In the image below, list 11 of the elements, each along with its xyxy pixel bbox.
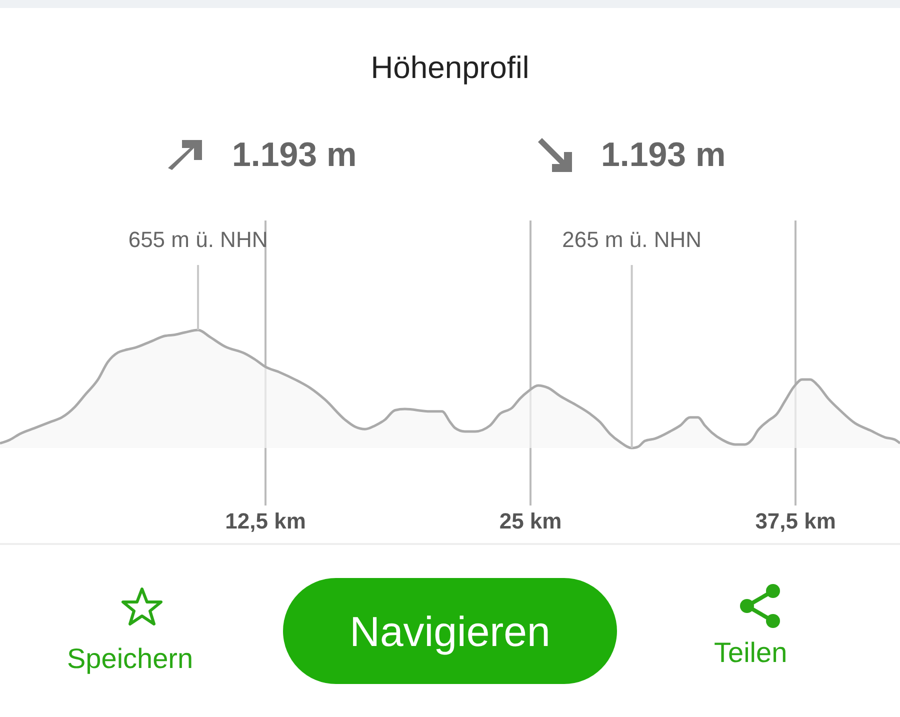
x-tick-label: 37,5 km bbox=[755, 508, 836, 534]
text: Speichern bbox=[67, 643, 194, 675]
text: 1.193 m bbox=[232, 136, 357, 175]
text: Navigieren bbox=[348, 608, 552, 656]
annotation: 265 m ü. NHN bbox=[562, 227, 702, 252]
x-tick-label: 25 km bbox=[499, 508, 562, 534]
text: 1.193 m bbox=[601, 136, 726, 175]
chart-title: Höhenprofil bbox=[370, 50, 530, 86]
x-tick-label: 12,5 km bbox=[225, 508, 306, 534]
annotation: 655 m ü. NHN bbox=[128, 227, 268, 252]
text: Teilen bbox=[714, 637, 788, 669]
